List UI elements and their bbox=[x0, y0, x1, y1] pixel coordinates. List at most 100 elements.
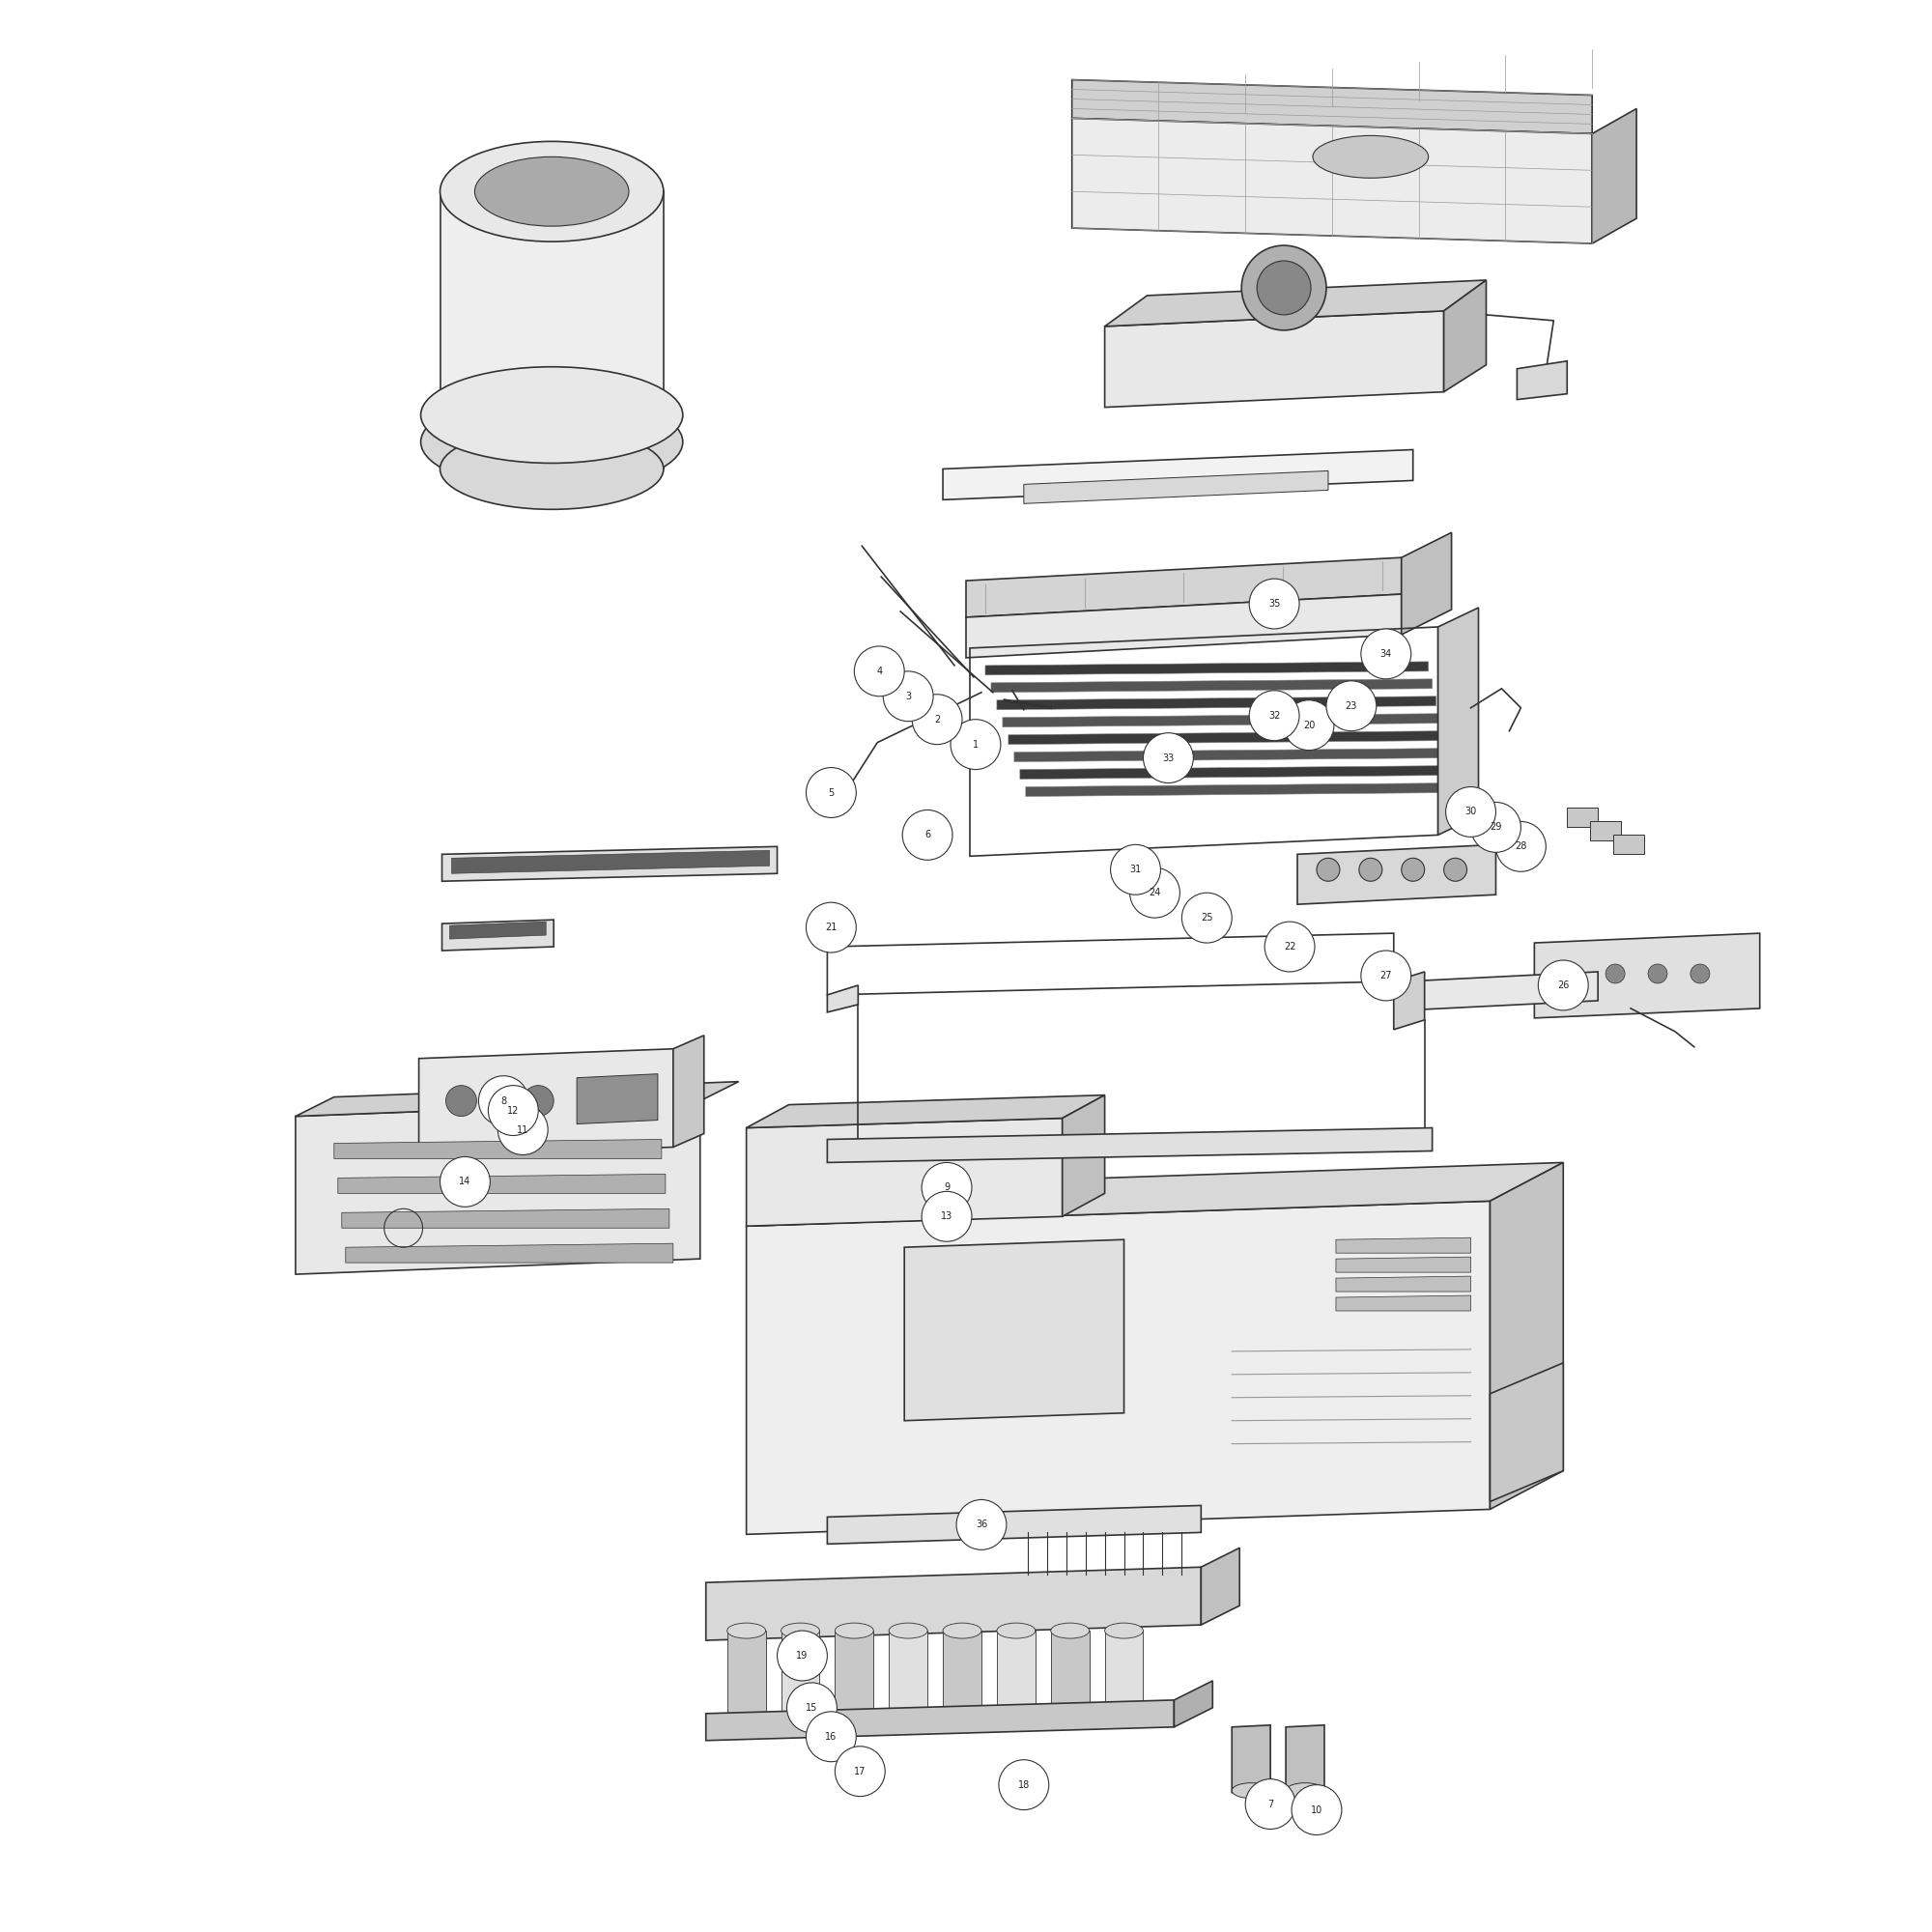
Polygon shape bbox=[726, 1631, 765, 1714]
Polygon shape bbox=[1287, 1725, 1323, 1793]
Polygon shape bbox=[746, 1202, 1490, 1534]
Polygon shape bbox=[442, 846, 777, 881]
Polygon shape bbox=[1517, 361, 1567, 400]
Polygon shape bbox=[440, 191, 663, 469]
Circle shape bbox=[446, 1086, 477, 1117]
Polygon shape bbox=[1393, 972, 1424, 1030]
Circle shape bbox=[1495, 821, 1546, 871]
Text: 35: 35 bbox=[1267, 599, 1281, 609]
Text: 20: 20 bbox=[1302, 721, 1316, 730]
Polygon shape bbox=[1072, 118, 1592, 243]
Ellipse shape bbox=[440, 429, 663, 510]
Circle shape bbox=[1316, 858, 1339, 881]
Polygon shape bbox=[781, 1631, 819, 1714]
Text: 36: 36 bbox=[976, 1520, 987, 1530]
Text: 27: 27 bbox=[1379, 970, 1393, 980]
Polygon shape bbox=[1024, 471, 1327, 504]
Polygon shape bbox=[1003, 713, 1439, 726]
Text: 4: 4 bbox=[877, 667, 883, 676]
Polygon shape bbox=[746, 1095, 1105, 1128]
Polygon shape bbox=[452, 850, 769, 873]
Circle shape bbox=[912, 694, 962, 744]
Circle shape bbox=[1258, 261, 1312, 315]
Text: 21: 21 bbox=[825, 923, 837, 933]
Polygon shape bbox=[889, 1631, 927, 1714]
Ellipse shape bbox=[781, 1623, 819, 1638]
Polygon shape bbox=[966, 558, 1401, 618]
Circle shape bbox=[922, 1192, 972, 1242]
Text: 31: 31 bbox=[1130, 866, 1142, 875]
Polygon shape bbox=[827, 985, 858, 1012]
Text: 23: 23 bbox=[1345, 701, 1358, 711]
Polygon shape bbox=[835, 1631, 873, 1714]
Polygon shape bbox=[943, 1631, 981, 1714]
Text: 28: 28 bbox=[1515, 842, 1526, 852]
Polygon shape bbox=[450, 922, 547, 939]
Polygon shape bbox=[827, 1128, 1432, 1163]
Ellipse shape bbox=[421, 367, 682, 464]
Text: 2: 2 bbox=[933, 715, 941, 724]
Text: 16: 16 bbox=[825, 1731, 837, 1741]
Polygon shape bbox=[1105, 280, 1486, 327]
Circle shape bbox=[786, 1683, 837, 1733]
Circle shape bbox=[1443, 858, 1466, 881]
Circle shape bbox=[1648, 964, 1667, 983]
Circle shape bbox=[1111, 844, 1161, 895]
Polygon shape bbox=[1335, 1277, 1470, 1293]
Circle shape bbox=[951, 719, 1001, 769]
Ellipse shape bbox=[440, 141, 663, 242]
Circle shape bbox=[1690, 964, 1710, 983]
Polygon shape bbox=[1490, 1163, 1563, 1509]
Ellipse shape bbox=[835, 1623, 873, 1638]
Polygon shape bbox=[1009, 730, 1443, 744]
Text: 18: 18 bbox=[1018, 1779, 1030, 1789]
Text: 34: 34 bbox=[1379, 649, 1391, 659]
Text: 3: 3 bbox=[906, 692, 912, 701]
Polygon shape bbox=[1051, 1631, 1090, 1714]
Text: 19: 19 bbox=[796, 1652, 808, 1662]
Polygon shape bbox=[342, 1209, 668, 1229]
Polygon shape bbox=[1105, 311, 1443, 408]
Circle shape bbox=[1401, 858, 1424, 881]
Circle shape bbox=[922, 1163, 972, 1213]
Polygon shape bbox=[746, 1163, 1563, 1227]
Polygon shape bbox=[1175, 1681, 1213, 1727]
Circle shape bbox=[1182, 893, 1233, 943]
Polygon shape bbox=[1233, 1725, 1271, 1793]
Circle shape bbox=[1242, 245, 1325, 330]
Polygon shape bbox=[904, 1240, 1124, 1420]
Circle shape bbox=[1360, 628, 1410, 678]
Polygon shape bbox=[346, 1244, 672, 1264]
Text: 24: 24 bbox=[1150, 889, 1161, 898]
Polygon shape bbox=[991, 678, 1432, 692]
Ellipse shape bbox=[997, 1623, 1036, 1638]
Polygon shape bbox=[1534, 933, 1760, 1018]
Polygon shape bbox=[1105, 1631, 1144, 1714]
Circle shape bbox=[902, 810, 952, 860]
Circle shape bbox=[1130, 867, 1180, 918]
Ellipse shape bbox=[889, 1623, 927, 1638]
Text: 32: 32 bbox=[1267, 711, 1281, 721]
Polygon shape bbox=[985, 661, 1428, 674]
Circle shape bbox=[1285, 699, 1333, 750]
Polygon shape bbox=[1443, 280, 1486, 392]
Text: 29: 29 bbox=[1490, 823, 1501, 833]
Text: 33: 33 bbox=[1163, 753, 1175, 763]
Circle shape bbox=[1470, 802, 1520, 852]
Circle shape bbox=[1250, 580, 1300, 628]
Polygon shape bbox=[705, 1567, 1202, 1640]
Circle shape bbox=[1445, 786, 1495, 837]
Text: 11: 11 bbox=[518, 1124, 529, 1134]
Polygon shape bbox=[1405, 972, 1598, 1010]
Polygon shape bbox=[827, 1505, 1202, 1544]
Polygon shape bbox=[943, 450, 1412, 500]
Polygon shape bbox=[419, 1049, 672, 1157]
Polygon shape bbox=[296, 1101, 699, 1275]
Circle shape bbox=[440, 1157, 491, 1208]
Text: 6: 6 bbox=[925, 831, 931, 840]
Circle shape bbox=[601, 1086, 630, 1117]
Ellipse shape bbox=[726, 1623, 765, 1638]
Polygon shape bbox=[1063, 1095, 1105, 1217]
Polygon shape bbox=[997, 1631, 1036, 1714]
Polygon shape bbox=[705, 1700, 1175, 1741]
